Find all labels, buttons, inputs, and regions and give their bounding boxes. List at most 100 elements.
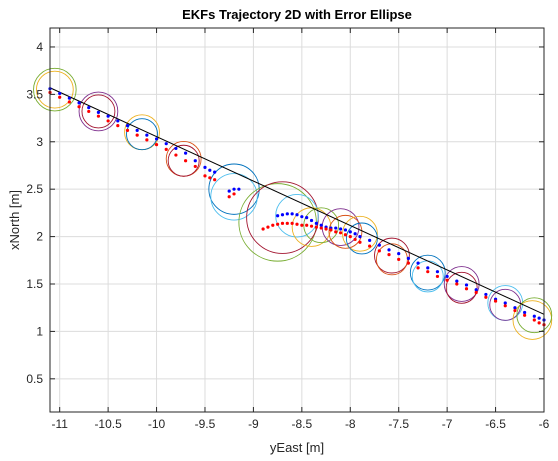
error-ellipse [33, 67, 77, 112]
error-ellipse [512, 300, 553, 340]
red-track-point [397, 257, 401, 261]
red-track-point [338, 231, 343, 235]
blue-track-point [455, 279, 459, 283]
red-track-point [358, 240, 362, 244]
red-track-point [87, 109, 91, 114]
blue-track-point [77, 101, 81, 105]
error-ellipse [303, 207, 340, 244]
y-axis-label: xNorth [m] [7, 190, 22, 250]
red-track-point [290, 221, 294, 225]
red-track-point [266, 225, 270, 229]
blue-track-point [464, 283, 469, 287]
red-track-point [213, 178, 217, 182]
blue-track-point [184, 151, 188, 155]
blue-track-point [426, 266, 430, 270]
blue-track-point [305, 216, 309, 220]
red-track-point [77, 105, 81, 109]
x-tick-label: -7 [442, 417, 453, 431]
red-track-point [353, 237, 357, 242]
blue-track-point [435, 270, 440, 274]
error-ellipse [81, 94, 116, 129]
x-tick-label: -8 [345, 417, 356, 431]
x-tick-label: -10.5 [94, 417, 122, 431]
blue-track-point [276, 214, 280, 218]
error-ellipse [516, 297, 553, 334]
y-tick-label: 0.5 [26, 372, 43, 386]
red-track-point [116, 124, 120, 128]
blue-track-point [397, 252, 401, 256]
red-track-point [232, 192, 236, 196]
blue-track-point [338, 227, 343, 231]
blue-track-point [125, 124, 130, 128]
blue-track-point [193, 159, 197, 163]
red-track-point [455, 282, 459, 286]
blue-track-point [334, 226, 338, 230]
error-ellipse [78, 91, 119, 132]
blue-track-point [116, 119, 120, 123]
red-track-point [280, 221, 285, 225]
reference-path [49, 87, 545, 315]
chart-title: EKFs Trajectory 2D with Error Ellipse [182, 7, 412, 22]
red-track-point [387, 253, 391, 257]
blue-track-point [237, 187, 241, 191]
error-ellipse [167, 144, 200, 177]
red-track-point [106, 119, 110, 123]
blue-track-point [513, 306, 517, 310]
error-ellipse [210, 173, 258, 221]
blue-track-point [87, 106, 91, 110]
error-ellipse [374, 237, 410, 274]
red-track-point [368, 244, 372, 248]
red-track-point [135, 133, 139, 137]
blue-track-point [353, 232, 357, 236]
red-track-point [503, 304, 507, 308]
red-track-point [334, 230, 338, 234]
red-track-point [295, 222, 299, 226]
red-track-point [271, 223, 275, 227]
blue-track-point [213, 170, 217, 174]
blue-track-point [290, 212, 294, 216]
error-ellipses [33, 67, 553, 340]
x-tick-label: -11 [51, 417, 68, 431]
error-ellipse [445, 271, 478, 304]
red-track-point [227, 195, 231, 199]
red-track-point [203, 174, 207, 178]
red-track-point [537, 321, 541, 325]
blue-track-point [484, 292, 488, 297]
red-track-point [474, 290, 478, 295]
red-track-point [96, 114, 101, 118]
x-tick-label: -6 [539, 417, 550, 431]
y-tick-label: 3 [36, 135, 43, 149]
estimated-tracks [48, 87, 546, 327]
y-axis-ticks: 0.5 1 1.5 2 2.5 3 3.5 4 [26, 40, 544, 386]
red-track-point [261, 227, 265, 231]
red-track-point [305, 223, 309, 227]
red-track-point [343, 233, 348, 237]
blue-track-point [96, 110, 101, 114]
red-track-point [309, 224, 314, 228]
blue-track-point [135, 128, 139, 132]
y-tick-label: 3.5 [26, 87, 43, 101]
red-track-point [348, 234, 352, 239]
blue-track-point [164, 142, 168, 146]
x-axis-label: yEast [m] [270, 440, 324, 455]
plot-frame [49, 27, 545, 413]
blue-track-point [106, 114, 110, 118]
red-track-point [406, 261, 410, 265]
x-tick-label: -8.5 [291, 417, 312, 431]
blue-track-point [285, 212, 289, 216]
x-tick-label: -10 [148, 417, 166, 431]
error-ellipse [443, 266, 480, 302]
blue-track-point [319, 223, 323, 227]
y-tick-label: 1.5 [26, 277, 43, 291]
error-ellipse [345, 222, 378, 255]
red-track-point [125, 128, 130, 132]
blue-track-point [280, 213, 285, 217]
blue-track-point [445, 274, 449, 279]
error-ellipse [35, 70, 74, 109]
blue-track-point [300, 215, 304, 219]
blue-track-point [174, 146, 178, 151]
error-ellipse [126, 118, 158, 151]
blue-track-point [474, 288, 478, 292]
error-ellipse [208, 163, 260, 215]
red-track-point [377, 249, 381, 253]
